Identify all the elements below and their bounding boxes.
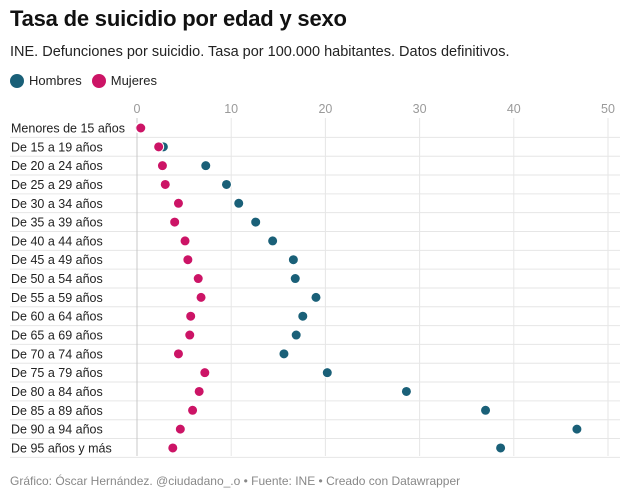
category-label: De 85 a 89 años bbox=[11, 404, 103, 418]
category-label: De 25 a 29 años bbox=[11, 178, 103, 192]
dot-hombres bbox=[287, 254, 299, 266]
dot-hombres bbox=[289, 273, 301, 285]
x-tick-label: 10 bbox=[224, 102, 238, 116]
dot-mujeres bbox=[159, 178, 171, 190]
dot-mujeres bbox=[153, 141, 165, 153]
dot-mujeres bbox=[193, 385, 205, 397]
dot-hombres bbox=[290, 329, 302, 341]
category-label: De 15 a 19 años bbox=[11, 140, 103, 154]
dot-hombres bbox=[297, 310, 309, 322]
chart-subtitle: INE. Defunciones por suicidio. Tasa por … bbox=[10, 44, 510, 60]
category-label: De 40 a 44 años bbox=[11, 234, 103, 248]
dot-mujeres bbox=[192, 273, 204, 285]
category-label: De 30 a 34 años bbox=[11, 197, 103, 211]
category-label: De 35 a 39 años bbox=[11, 216, 103, 230]
x-tick-label: 0 bbox=[134, 102, 141, 116]
dot-hombres bbox=[321, 367, 333, 379]
x-tick-label: 40 bbox=[507, 102, 521, 116]
chart-title: Tasa de suicidio por edad y sexo bbox=[10, 6, 347, 31]
legend-item-mujeres[interactable]: Mujeres bbox=[91, 73, 157, 88]
x-tick-label: 20 bbox=[318, 102, 332, 116]
category-label: De 95 años y más bbox=[11, 441, 112, 455]
category-label: De 70 a 74 años bbox=[11, 347, 103, 361]
dot-mujeres bbox=[199, 367, 211, 379]
category-label: Menores de 15 años bbox=[11, 122, 125, 136]
legend: Hombres Mujeres bbox=[10, 73, 167, 88]
category-label: De 80 a 84 años bbox=[11, 385, 103, 399]
category-label: De 90 a 94 años bbox=[11, 423, 103, 437]
dot-mujeres bbox=[195, 291, 207, 303]
dot-hombres bbox=[233, 197, 245, 209]
dot-hombres bbox=[310, 291, 322, 303]
dot-hombres bbox=[480, 404, 492, 416]
category-label: De 45 a 49 años bbox=[11, 253, 103, 267]
dot-mujeres bbox=[179, 235, 191, 247]
legend-label-hombres: Hombres bbox=[29, 73, 82, 88]
dot-mujeres bbox=[185, 310, 197, 322]
category-label: De 60 a 64 años bbox=[11, 310, 103, 324]
dot-mujeres bbox=[182, 254, 194, 266]
legend-swatch-hombres bbox=[10, 73, 24, 88]
dot-mujeres bbox=[172, 348, 184, 360]
legend-label-mujeres: Mujeres bbox=[110, 73, 157, 88]
category-label: De 75 a 79 años bbox=[11, 366, 103, 380]
dot-hombres bbox=[220, 178, 232, 190]
category-label: De 65 a 69 años bbox=[11, 329, 103, 343]
chart-footer: Gráfico: Óscar Hernández. @ciudadano_.o … bbox=[10, 474, 461, 488]
dot-mujeres bbox=[184, 329, 196, 341]
dot-hombres bbox=[267, 235, 279, 247]
category-label: De 20 a 24 años bbox=[11, 159, 103, 173]
dot-hombres bbox=[200, 160, 212, 172]
dot-mujeres bbox=[156, 160, 168, 172]
dot-hombres bbox=[250, 216, 262, 228]
dot-hombres bbox=[571, 423, 583, 435]
dot-hombres bbox=[400, 385, 412, 397]
x-tick-label: 50 bbox=[601, 102, 615, 116]
dot-plot: 0 10 20 30 40 50 Menores de 15 años De 15 a 19 … bbox=[10, 102, 620, 458]
dot-mujeres bbox=[174, 423, 186, 435]
dot-mujeres bbox=[167, 442, 179, 454]
x-tick-label: 30 bbox=[413, 102, 427, 116]
dot-mujeres bbox=[187, 404, 199, 416]
dot-mujeres bbox=[172, 197, 184, 209]
dot-mujeres bbox=[169, 216, 181, 228]
dot-hombres bbox=[278, 348, 290, 360]
dot-mujeres bbox=[135, 122, 147, 134]
category-label: De 50 a 54 años bbox=[11, 272, 103, 286]
dot-hombres bbox=[495, 442, 507, 454]
category-label: De 55 a 59 años bbox=[11, 291, 103, 305]
legend-swatch-mujeres bbox=[91, 73, 106, 88]
legend-item-hombres[interactable]: Hombres bbox=[10, 73, 82, 88]
